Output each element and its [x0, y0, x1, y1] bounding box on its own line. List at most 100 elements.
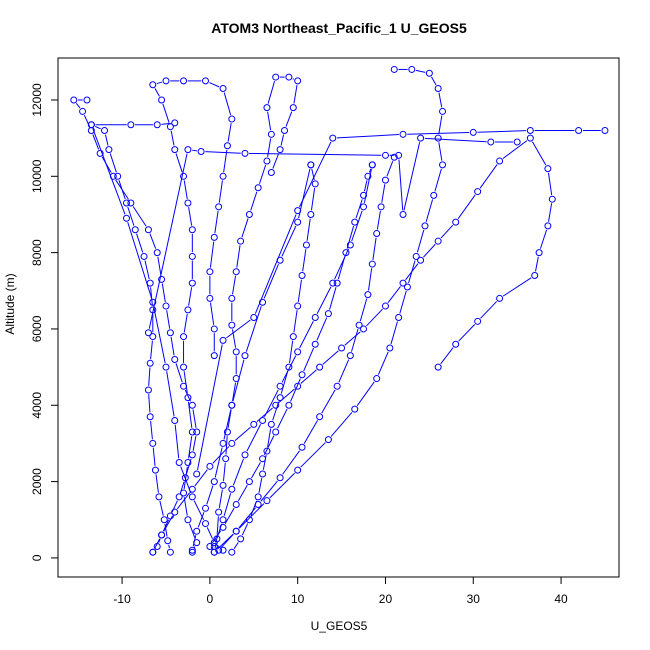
data-point	[215, 546, 223, 554]
series-segment	[150, 420, 153, 440]
data-point	[276, 474, 284, 482]
series-segment	[300, 442, 326, 468]
series-segment	[321, 389, 336, 414]
data-point	[548, 195, 556, 203]
data-point	[417, 134, 425, 142]
data-point	[439, 107, 447, 115]
data-point	[272, 73, 280, 81]
series-segment	[278, 388, 295, 403]
data-point	[180, 333, 188, 341]
series-segment	[363, 180, 368, 192]
series-segment	[251, 462, 261, 479]
data-point	[210, 325, 218, 333]
data-point	[329, 279, 337, 287]
series-segment	[168, 544, 170, 549]
series-segment	[157, 256, 162, 276]
data-point	[237, 237, 245, 245]
data-point	[162, 363, 170, 371]
data-point	[122, 199, 130, 207]
data-point	[160, 516, 168, 524]
series-segment	[150, 340, 153, 360]
data-point	[395, 151, 403, 159]
data-point	[285, 73, 293, 81]
series-segment	[293, 310, 298, 333]
series-segment	[197, 512, 205, 528]
series-segment	[338, 359, 350, 383]
series-segment	[502, 140, 528, 159]
series-segment	[166, 371, 175, 417]
y-tick-label: 4000	[30, 392, 44, 419]
series-segment	[368, 268, 373, 291]
data-point	[188, 548, 196, 556]
data-point	[206, 294, 214, 302]
x-tick-label: -10	[113, 592, 131, 606]
data-point	[263, 447, 271, 455]
data-point	[140, 252, 148, 260]
data-point	[149, 333, 157, 341]
data-point	[355, 321, 363, 329]
data-point	[425, 69, 433, 77]
series-segment	[163, 515, 174, 532]
data-point	[496, 157, 504, 165]
data-point	[526, 127, 534, 135]
data-point	[434, 363, 442, 371]
series-segment	[302, 249, 307, 272]
data-point	[346, 241, 354, 249]
data-point	[206, 542, 214, 550]
data-point	[298, 443, 306, 451]
series-segment	[225, 436, 228, 455]
data-point	[127, 121, 135, 129]
data-point	[259, 455, 267, 463]
data-point	[171, 146, 179, 154]
data-point	[281, 127, 289, 135]
series-segment	[438, 115, 443, 135]
series-segment	[280, 371, 289, 394]
data-point	[122, 214, 130, 222]
profile-series-11	[144, 134, 521, 337]
data-point	[390, 65, 398, 73]
profile-series-2	[87, 119, 179, 556]
data-point	[263, 497, 271, 505]
data-point	[171, 508, 179, 516]
data-point	[351, 218, 359, 226]
data-point	[162, 302, 170, 310]
data-point	[228, 294, 236, 302]
series-segment	[281, 225, 297, 257]
data-point	[241, 149, 249, 157]
data-point	[70, 96, 78, 104]
data-point	[228, 485, 236, 493]
data-point	[153, 121, 161, 129]
series-segment	[183, 180, 188, 199]
series-segment	[170, 336, 175, 356]
series-segment	[366, 308, 383, 327]
data-point	[417, 256, 425, 264]
series-segment	[267, 428, 272, 448]
data-point	[166, 548, 174, 556]
series-segment	[226, 319, 251, 339]
data-point	[434, 85, 442, 93]
data-point	[193, 527, 201, 535]
profile-series-3	[149, 77, 236, 556]
x-axis: -10 0 10 20 30 40	[113, 576, 568, 606]
series-segment	[223, 92, 232, 116]
profile-series-14	[210, 161, 376, 550]
series-segment	[162, 519, 170, 532]
data-point	[360, 203, 368, 211]
series-segment	[246, 424, 262, 452]
data-point	[254, 493, 262, 501]
series-segment	[329, 287, 337, 310]
series-segment	[215, 523, 223, 543]
series-segment	[209, 241, 215, 268]
y-axis: 0 2000 4000 6000 8000 10000 12000	[30, 83, 59, 561]
data-point	[175, 493, 183, 501]
series-segment	[386, 160, 394, 177]
series-segment	[223, 409, 232, 440]
series-segment	[154, 538, 161, 549]
data-point	[184, 306, 192, 314]
series-segment	[425, 199, 434, 223]
data-point	[390, 153, 398, 161]
x-tick-label: 10	[291, 592, 305, 606]
series-segment	[277, 408, 288, 429]
series-segment	[280, 134, 285, 146]
